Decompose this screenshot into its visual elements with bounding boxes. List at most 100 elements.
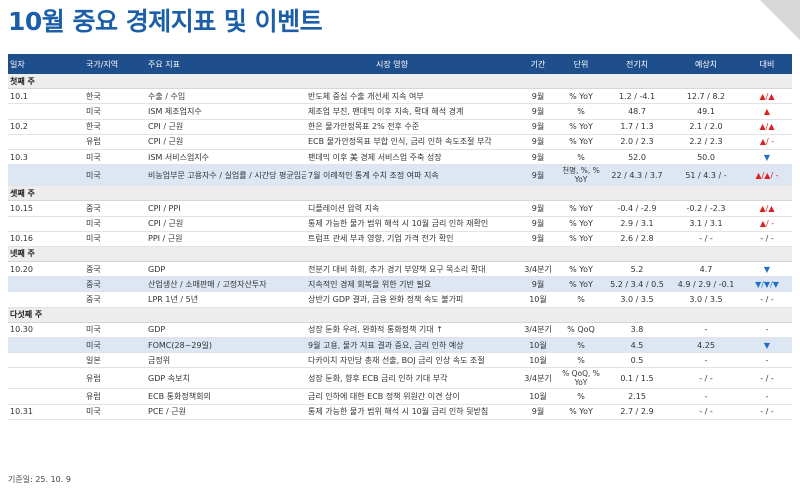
cell-country: 중국 — [86, 279, 101, 289]
cell-period: 10월 — [529, 391, 547, 401]
cell-prev: 4.5 — [630, 340, 644, 350]
section-label: 다섯째 주 — [10, 310, 43, 320]
cell-period: 9월 — [531, 122, 545, 132]
cell-unit: % — [577, 340, 585, 350]
cell-expected: - — [704, 355, 708, 365]
cell-compare: - / - — [760, 234, 774, 244]
cell-country: 유럽 — [86, 137, 101, 147]
cell-prev: 2.6 / 2.8 — [620, 234, 654, 244]
cell-country: 미국 — [86, 170, 101, 180]
section-label: 첫째 주 — [10, 76, 35, 86]
cell-compare: - — [765, 391, 769, 401]
cell-impact: 금리 인하에 대한 ECB 정책 위원간 이견 상이 — [308, 391, 460, 401]
table-row: 유럽 GDP 속보치 성장 둔화, 향후 ECB 금리 인하 기대 부각 3/4분기%… — [8, 368, 792, 390]
cell-prev: 2.15 — [628, 391, 646, 401]
cell-period: 10월 — [529, 355, 547, 365]
cell-country: 미국 — [86, 219, 101, 229]
indicator-table: 일자 국가/지역 주요 지표 시장 영향 기간 단위 전기치 예상치 대비 첫째 주 10.1 한국… — [8, 54, 792, 420]
cell-unit: % — [577, 355, 585, 365]
cell-date: 10.31 — [10, 407, 33, 417]
cell-unit: % — [577, 106, 585, 116]
table-row: 10.2 한국 CPI / 근원 한은 물가안정목표 2% 전후 수준 9월 % YoY 1… — [8, 120, 792, 135]
cell-prev: 52.0 — [628, 152, 646, 162]
cell-compare: ▲/ - — [759, 219, 775, 229]
cell-country: 미국 — [86, 234, 101, 244]
cell-compare: ▼ — [763, 264, 771, 274]
cell-period: 3/4분기 — [524, 264, 552, 274]
cell-period: 10월 — [529, 295, 547, 305]
cell-prev: 3.8 — [630, 325, 644, 335]
header-unit: 단위 — [573, 59, 589, 69]
table-row: 10.31 미국 PCE / 근원 통제 가능한 물가 범위 해석 시 10월 금리 … — [8, 405, 792, 420]
cell-prev: 5.2 / 3.4 / 0.5 — [610, 279, 664, 289]
cell-indicator: LPR 1년 / 5년 — [148, 295, 199, 305]
cell-period: 9월 — [531, 137, 545, 147]
cell-expected: 3.0 / 3.5 — [689, 295, 723, 305]
table-row: 일본 금정위 다카이치 자민당 총재 선출, BOJ 금리 인상 속도 조절 10월%… — [8, 353, 792, 369]
cell-impact: 9월 고용, 물가 지표 결과 중요, 금리 인하 예상 — [308, 340, 464, 350]
cell-date: 10.20 — [10, 264, 33, 274]
cell-impact: 트럼프 관세 부과 영향, 기업 가격 전가 확인 — [308, 234, 454, 244]
cell-compare: ▲/▲ — [759, 203, 775, 213]
cell-period: 9월 — [531, 234, 545, 244]
cell-country: 한국 — [86, 91, 101, 101]
page-title: 10월 중요 경제지표 및 이벤트 — [8, 7, 323, 36]
cell-expected: -0.2 / -2.3 — [686, 203, 726, 213]
cell-date: 10.30 — [10, 325, 33, 335]
cell-compare: ▲/▲ — [759, 91, 775, 101]
table-row: 미국 FOMC(28~29일) 9월 고용, 물가 지표 결과 중요, 금리 인하 … — [8, 338, 792, 354]
table-row: 유럽 CPI / 근원 ECB 물가안정목표 부합 인식, 금리 인하 속도조절 부… — [8, 135, 792, 150]
cell-impact: 전분기 대비 하회, 추가 경기 부양책 요구 목소리 확대 — [308, 264, 486, 274]
cell-indicator: GDP 속보치 — [148, 373, 190, 383]
cell-compare: ▲/▲/ - — [755, 170, 779, 180]
cell-impact: 반도체 중심 수출 개선세 지속 여부 — [308, 91, 424, 101]
cell-period: 9월 — [531, 152, 545, 162]
cell-compare: - / - — [760, 407, 774, 417]
cell-unit: % QoQ, % YoY — [562, 369, 600, 388]
cell-country: 일본 — [86, 355, 101, 365]
cell-indicator: CPI / 근원 — [148, 137, 184, 147]
cell-impact: 통제 가능한 물가 범위 해석 시 10월 금리 인하 재확인 — [308, 219, 489, 229]
cell-period: 3/4분기 — [524, 325, 552, 335]
cell-prev: 3.0 / 3.5 — [620, 295, 654, 305]
cell-unit: % YoY — [569, 219, 593, 229]
cell-prev: 1.7 / 1.3 — [620, 122, 654, 132]
cell-date: 10.3 — [10, 152, 28, 162]
cell-country: 미국 — [86, 340, 101, 350]
cell-indicator: 수출 / 수입 — [148, 91, 186, 101]
cell-period: 9월 — [531, 279, 545, 289]
cell-compare: ▲ — [763, 106, 771, 116]
table-row: 10.30 미국 GDP 성장 둔화 우려, 완화적 통화정책 기대 ↑ 3/4분기 % … — [8, 323, 792, 338]
cell-country: 미국 — [86, 325, 101, 335]
cell-impact: 성장 둔화, 향후 ECB 금리 인하 기대 부각 — [308, 373, 448, 383]
cell-date: 10.2 — [10, 122, 28, 132]
cell-unit: % YoY — [569, 91, 593, 101]
corner-decoration — [760, 0, 800, 40]
table-row: 미국 CPI / 근원 통제 가능한 물가 범위 해석 시 10월 금리 인하 재확… — [8, 217, 792, 232]
table-row: 10.1 한국 수출 / 수입 반도체 중심 수출 개선세 지속 여부 9월 % YoY 1… — [8, 89, 792, 105]
cell-compare: - / - — [760, 373, 774, 383]
cell-date: 10.15 — [10, 203, 33, 213]
cell-prev: 0.1 / 1.5 — [620, 373, 654, 383]
section-label: 셋째 주 — [10, 188, 35, 198]
cell-impact: ECB 물가안정목표 부합 인식, 금리 인하 속도조절 부각 — [308, 137, 492, 147]
header-period: 기간 — [530, 59, 546, 69]
cell-prev: 22 / 4.3 / 3.7 — [611, 170, 663, 180]
cell-prev: 1.2 / -4.1 — [618, 91, 656, 101]
cell-unit: % YoY — [569, 203, 593, 213]
section-header: 넷째 주 — [8, 246, 792, 263]
cell-indicator: 금정위 — [148, 355, 171, 365]
cell-unit: % YoY — [569, 234, 593, 244]
header-compare: 대비 — [759, 59, 775, 69]
cell-indicator: 비농업부문 고용자수 / 실업률 / 시간당 평균임금 — [148, 170, 306, 180]
cell-indicator: GDP — [148, 325, 166, 335]
cell-expected: 3.1 / 3.1 — [689, 219, 723, 229]
cell-compare: - / - — [760, 295, 774, 305]
cell-prev: 2.9 / 3.1 — [620, 219, 654, 229]
cell-compare: ▼/▼/▼ — [755, 279, 779, 289]
cell-unit: % YoY — [569, 407, 593, 417]
cell-expected: 49.1 — [697, 106, 715, 116]
cell-expected: - — [704, 325, 708, 335]
cell-unit: 천명, %, % YoY — [562, 166, 600, 185]
cell-unit: % YoY — [569, 122, 593, 132]
